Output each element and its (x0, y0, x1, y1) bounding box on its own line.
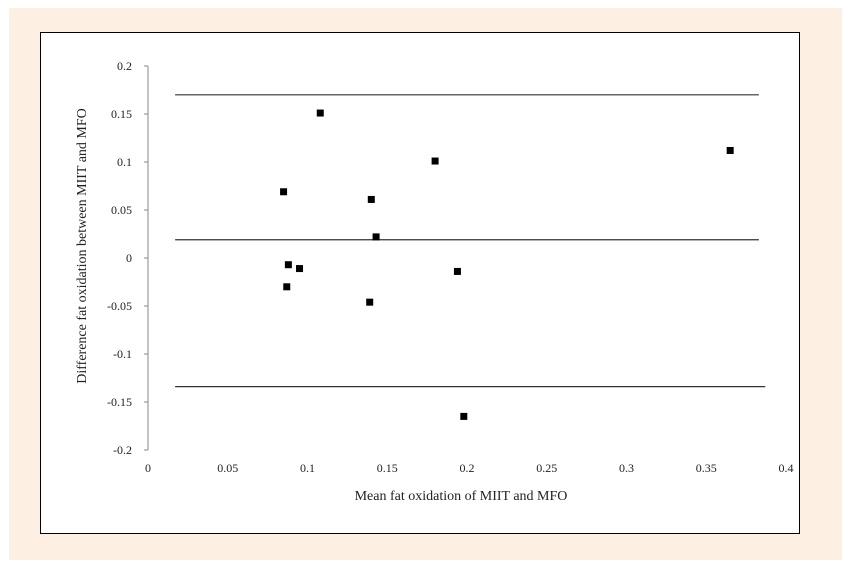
data-point (280, 188, 288, 196)
data-point (366, 298, 374, 306)
data-point (453, 267, 461, 275)
data-point (372, 233, 380, 241)
x-tick-label: 0.1 (300, 461, 315, 475)
y-tick-label: 0.2 (117, 59, 132, 73)
bland-altman-plot: 0.2 0.15 0.1 0.05 0 -0.05 -0.1 -0.15 -0.2 0 0.05 0.… (75, 59, 794, 504)
y-tick-label: 0.05 (111, 203, 132, 217)
x-tick-label: 0.15 (377, 461, 398, 475)
y-tick-label: 0.15 (111, 107, 132, 121)
data-point (431, 157, 439, 165)
y-axis-title: Difference fat oxidation between MIIT an… (75, 108, 90, 384)
data-point (284, 261, 292, 269)
data-point (296, 265, 304, 273)
x-tick-label: 0.4 (779, 461, 794, 475)
x-tick-label: 0.35 (696, 461, 717, 475)
y-tick-label: -0.2 (113, 443, 132, 457)
y-tick-label: -0.1 (113, 347, 132, 361)
x-tick-label: 0.05 (217, 461, 238, 475)
chart-frame: 0.2 0.15 0.1 0.05 0 -0.05 -0.1 -0.15 -0.2 0 0.05 0.… (40, 32, 800, 534)
y-tick-label: 0.1 (117, 155, 132, 169)
data-point (283, 283, 291, 291)
data-point (726, 146, 734, 154)
x-tick-label: 0.2 (460, 461, 475, 475)
y-tick-label: -0.05 (107, 299, 132, 313)
y-tick-label: 0 (126, 251, 132, 265)
x-tick-label: 0.3 (619, 461, 634, 475)
data-point (367, 195, 375, 203)
data-point (316, 109, 324, 117)
x-axis-title: Mean fat oxidation of MIIT and MFO (355, 489, 568, 504)
data-point (460, 412, 468, 420)
x-tick-label: 0.25 (536, 461, 557, 475)
y-tick-label: -0.15 (107, 395, 132, 409)
x-tick-label: 0 (145, 461, 151, 475)
